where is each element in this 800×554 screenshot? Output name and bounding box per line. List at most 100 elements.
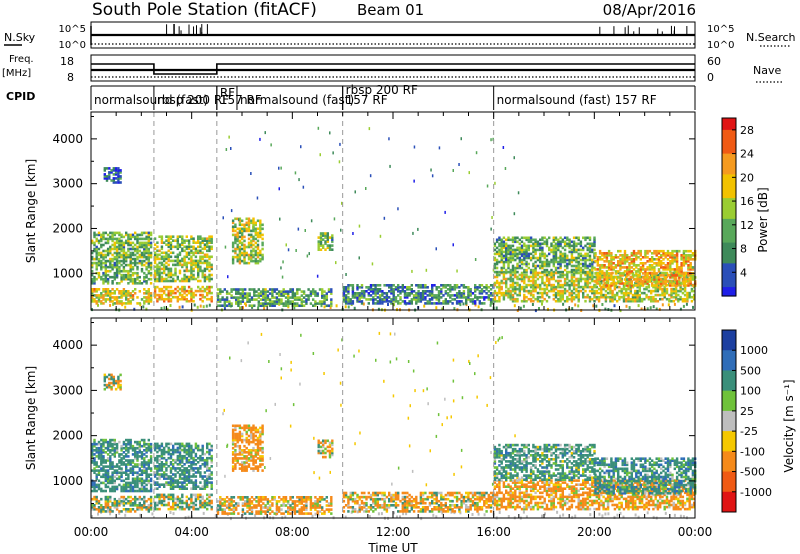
echo-speckle [347,305,350,309]
echo-cell [614,266,618,269]
echo-cell [557,297,560,301]
echo-cell [156,257,159,261]
echo-cell [529,285,533,289]
echo-cell [435,296,438,299]
echo-cell [652,299,655,303]
echo-cell [598,268,602,271]
echo-cell [254,237,257,241]
echo-cell [122,255,126,259]
echo-cell [523,287,526,291]
echo-cell [93,440,96,444]
echo-cell [160,255,164,259]
echo-cell [253,288,256,291]
echo-cell [495,260,499,264]
echo-cell [630,276,633,279]
echo-cell [634,291,637,295]
echo-cell [95,508,98,511]
echo-cell [127,263,130,267]
echo-cell [261,255,264,259]
echo-cell [115,300,119,303]
echo-cell [577,285,580,289]
echo-cell [604,295,608,299]
echo-cell [570,260,574,264]
echo-cell [257,304,260,307]
echo-cell [518,258,521,262]
echo-speck [279,217,281,221]
echo-cell [383,300,386,303]
echo-cell [632,260,636,263]
echo-cell [495,240,499,244]
cpid-label: CPID [6,90,35,103]
echo-cell [611,297,614,301]
echo-cell [509,283,512,287]
echo-cell [687,274,690,277]
echo-cell [127,483,130,487]
echo-cell [165,293,168,297]
echo-cell [111,461,114,464]
echo-cell [120,280,123,283]
echo-cell [314,292,317,295]
echo-cell [113,497,116,501]
echo-cell [95,253,98,257]
echo-cell [626,274,629,277]
echo-cell [113,261,116,265]
echo-cell [662,274,665,277]
echo-cell [192,299,195,303]
echo-cell [138,477,141,481]
echo-cell [604,281,608,285]
echo-cell [197,275,200,279]
echo-cell [103,173,106,176]
echo-cell [444,298,447,301]
echo-cell [631,295,635,299]
echo-cell [181,279,184,283]
echo-cell [660,254,663,257]
echo-cell [543,262,546,266]
echo-cell [419,292,423,295]
echo-cell [241,247,244,251]
echo-cell [247,261,251,265]
echo-cell [192,277,195,281]
echo-cell [183,285,186,289]
echo-cell [158,271,161,275]
colorbar-swatch [722,215,736,220]
echo-cell [158,261,161,265]
echo-cell [507,244,510,248]
echo-cell [145,471,148,474]
echo-cell [259,249,262,253]
echo-cell [127,510,130,513]
echo-cell [158,235,161,238]
echo-cell [291,292,294,295]
echo-cell [149,487,153,491]
echo-cell [289,302,292,305]
echo-cell [102,481,105,485]
echo-cell [681,287,685,291]
echo-cell [109,477,112,481]
echo-cell [91,481,94,485]
echo-cell [97,247,101,251]
echo-cell [210,291,213,295]
echo-cell [598,276,602,279]
echo-cell [109,487,112,491]
echo-cell [572,283,576,287]
echo-cell [248,288,251,291]
echo-cell [572,264,576,268]
echo-cell [424,284,427,287]
echo-cell [594,272,597,275]
echo-cell [264,294,267,297]
echo-cell [167,297,170,301]
echo-cell [145,257,148,261]
echo-cell [156,279,159,283]
echo-cell [632,268,636,271]
echo-cell [500,238,503,242]
freq-trace [91,63,695,78]
echo-cell [593,256,596,260]
echo-cell [437,286,441,289]
echo-cell [514,289,517,293]
echo-cell [577,289,580,293]
echo-cell [194,265,198,269]
echo-cell [577,242,580,246]
echo-cell [550,275,553,279]
echo-cell [514,287,517,291]
echo-cell [145,442,148,446]
echo-cell [534,279,537,283]
